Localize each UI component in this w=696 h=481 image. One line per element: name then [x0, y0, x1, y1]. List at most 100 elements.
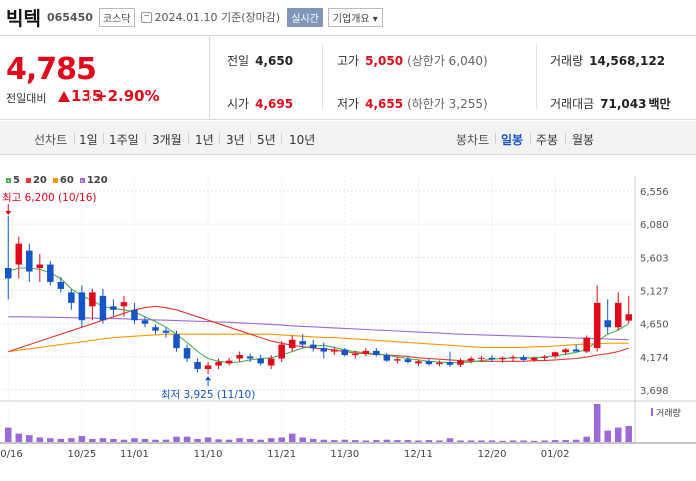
candle-body	[436, 362, 443, 365]
volume-bar	[331, 440, 338, 442]
stock-name[interactable]: 빅텍	[6, 7, 41, 30]
candle-body	[225, 360, 233, 364]
candle-body	[362, 350, 370, 354]
volume-bar	[47, 438, 54, 442]
divider	[536, 44, 537, 110]
candle-body	[309, 344, 317, 349]
high-annotation: 최고 6,200 (10/16)	[2, 192, 97, 204]
volume-bar	[551, 440, 559, 442]
volume-bar	[404, 440, 412, 442]
volume-bar	[57, 438, 65, 442]
volume-bar	[446, 438, 454, 442]
divider	[281, 133, 282, 144]
candle-body	[89, 292, 96, 307]
period-1d[interactable]: 1일	[79, 133, 98, 147]
x-tick-label: 12/20	[478, 449, 507, 460]
volume-bar	[204, 437, 212, 442]
change-value: 135	[58, 87, 102, 105]
volume-bar	[341, 439, 349, 442]
y-tick-label: 6,080	[640, 220, 669, 231]
volume-bar	[362, 440, 370, 442]
volume-bar	[236, 438, 243, 442]
volume-bar	[457, 440, 464, 442]
divider	[188, 133, 189, 144]
x-tick-label: 12/11	[404, 449, 433, 460]
volume-bar	[425, 440, 433, 442]
divider	[145, 133, 146, 144]
current-price: 4,785	[6, 52, 97, 87]
candle-body	[173, 334, 180, 349]
candle-body	[320, 348, 328, 352]
volume-legend-swatch	[651, 408, 653, 416]
volume-bar	[99, 438, 107, 442]
candle-daily[interactable]: 일봉	[501, 133, 524, 147]
volume-bar	[173, 436, 180, 442]
candle-body	[331, 349, 338, 352]
stat-low: 저가 4,655 (하한가 3,255)	[337, 97, 488, 111]
divider	[89, 90, 90, 104]
divider	[565, 133, 566, 144]
period-3m[interactable]: 3개월	[152, 133, 182, 147]
period-1w[interactable]: 1주일	[109, 133, 139, 147]
period-1y[interactable]: 1년	[195, 133, 214, 147]
y-tick-label: 5,603	[640, 253, 669, 264]
candlestick-chart[interactable]: 6,556 6,080 5,603 5,127 4,650 4,174 3,698 10/16…	[0, 156, 696, 481]
candle-body	[593, 302, 601, 349]
period-5y[interactable]: 5년	[257, 133, 276, 147]
volume-label: 거래량	[656, 407, 681, 419]
candle-body	[572, 349, 580, 352]
price-summary: 4,785 전일대비 135 +2.90% 전일 4,650 시가 4,695 고가…	[0, 35, 696, 120]
volume-bar	[488, 440, 496, 442]
line-chart-label[interactable]: 선차트	[34, 133, 68, 147]
x-tick-label: 11/01	[120, 449, 149, 460]
y-tick-label: 5,127	[640, 287, 669, 298]
realtime-button[interactable]: 실시간	[287, 7, 323, 27]
volume-bar	[373, 440, 380, 442]
volume-bar	[415, 440, 422, 442]
period-10y[interactable]: 10년	[289, 133, 316, 147]
stat-high: 고가 5,050 (상한가 6,040)	[337, 54, 488, 68]
volume-bar	[15, 433, 23, 442]
candle-body	[425, 361, 433, 365]
candle-body	[604, 320, 611, 328]
volume-bar	[141, 438, 149, 442]
volume-bar	[309, 438, 317, 442]
current-price-box: 4,785 전일대비 135 +2.90%	[0, 36, 210, 119]
candle-weekly[interactable]: 주봉	[536, 133, 559, 147]
candle-body	[520, 357, 527, 360]
volume-bar	[593, 404, 601, 442]
divider	[250, 133, 251, 144]
candle-body	[183, 348, 191, 359]
volume-bar	[152, 439, 159, 442]
calendar-icon	[140, 11, 152, 23]
candle-body	[4, 268, 12, 279]
volume-bar	[614, 427, 622, 442]
volume-bar	[394, 440, 401, 442]
volume-bar	[36, 437, 44, 442]
candle-monthly[interactable]: 월봉	[572, 133, 595, 147]
candle-body	[120, 302, 128, 307]
candle-body	[288, 339, 296, 349]
candle-body	[131, 309, 138, 321]
volume-bar	[225, 439, 233, 442]
volume-bar	[78, 435, 86, 442]
legend-ma20: 20	[25, 175, 47, 186]
divider	[103, 133, 104, 144]
x-tick-label: 11/10	[194, 449, 223, 460]
candle-body	[457, 360, 464, 365]
x-tick-label: 10/16	[0, 449, 23, 460]
candle-body	[352, 353, 359, 356]
volume-bar	[572, 439, 580, 442]
volume-bar	[215, 439, 222, 442]
volume-bar	[120, 439, 128, 442]
change-label: 전일대비	[6, 92, 47, 105]
volume-bar	[246, 438, 254, 442]
stat-open: 시가 4,695	[227, 97, 294, 111]
ma20-line	[8, 305, 629, 362]
company-overview-dropdown[interactable]: 기업개요 ▾	[327, 7, 383, 27]
period-3y[interactable]: 3년	[226, 133, 245, 147]
candle-chart-label[interactable]: 봉차트	[456, 133, 490, 147]
divider	[74, 133, 75, 144]
volume-bar	[257, 439, 264, 442]
candle-body	[152, 327, 159, 331]
